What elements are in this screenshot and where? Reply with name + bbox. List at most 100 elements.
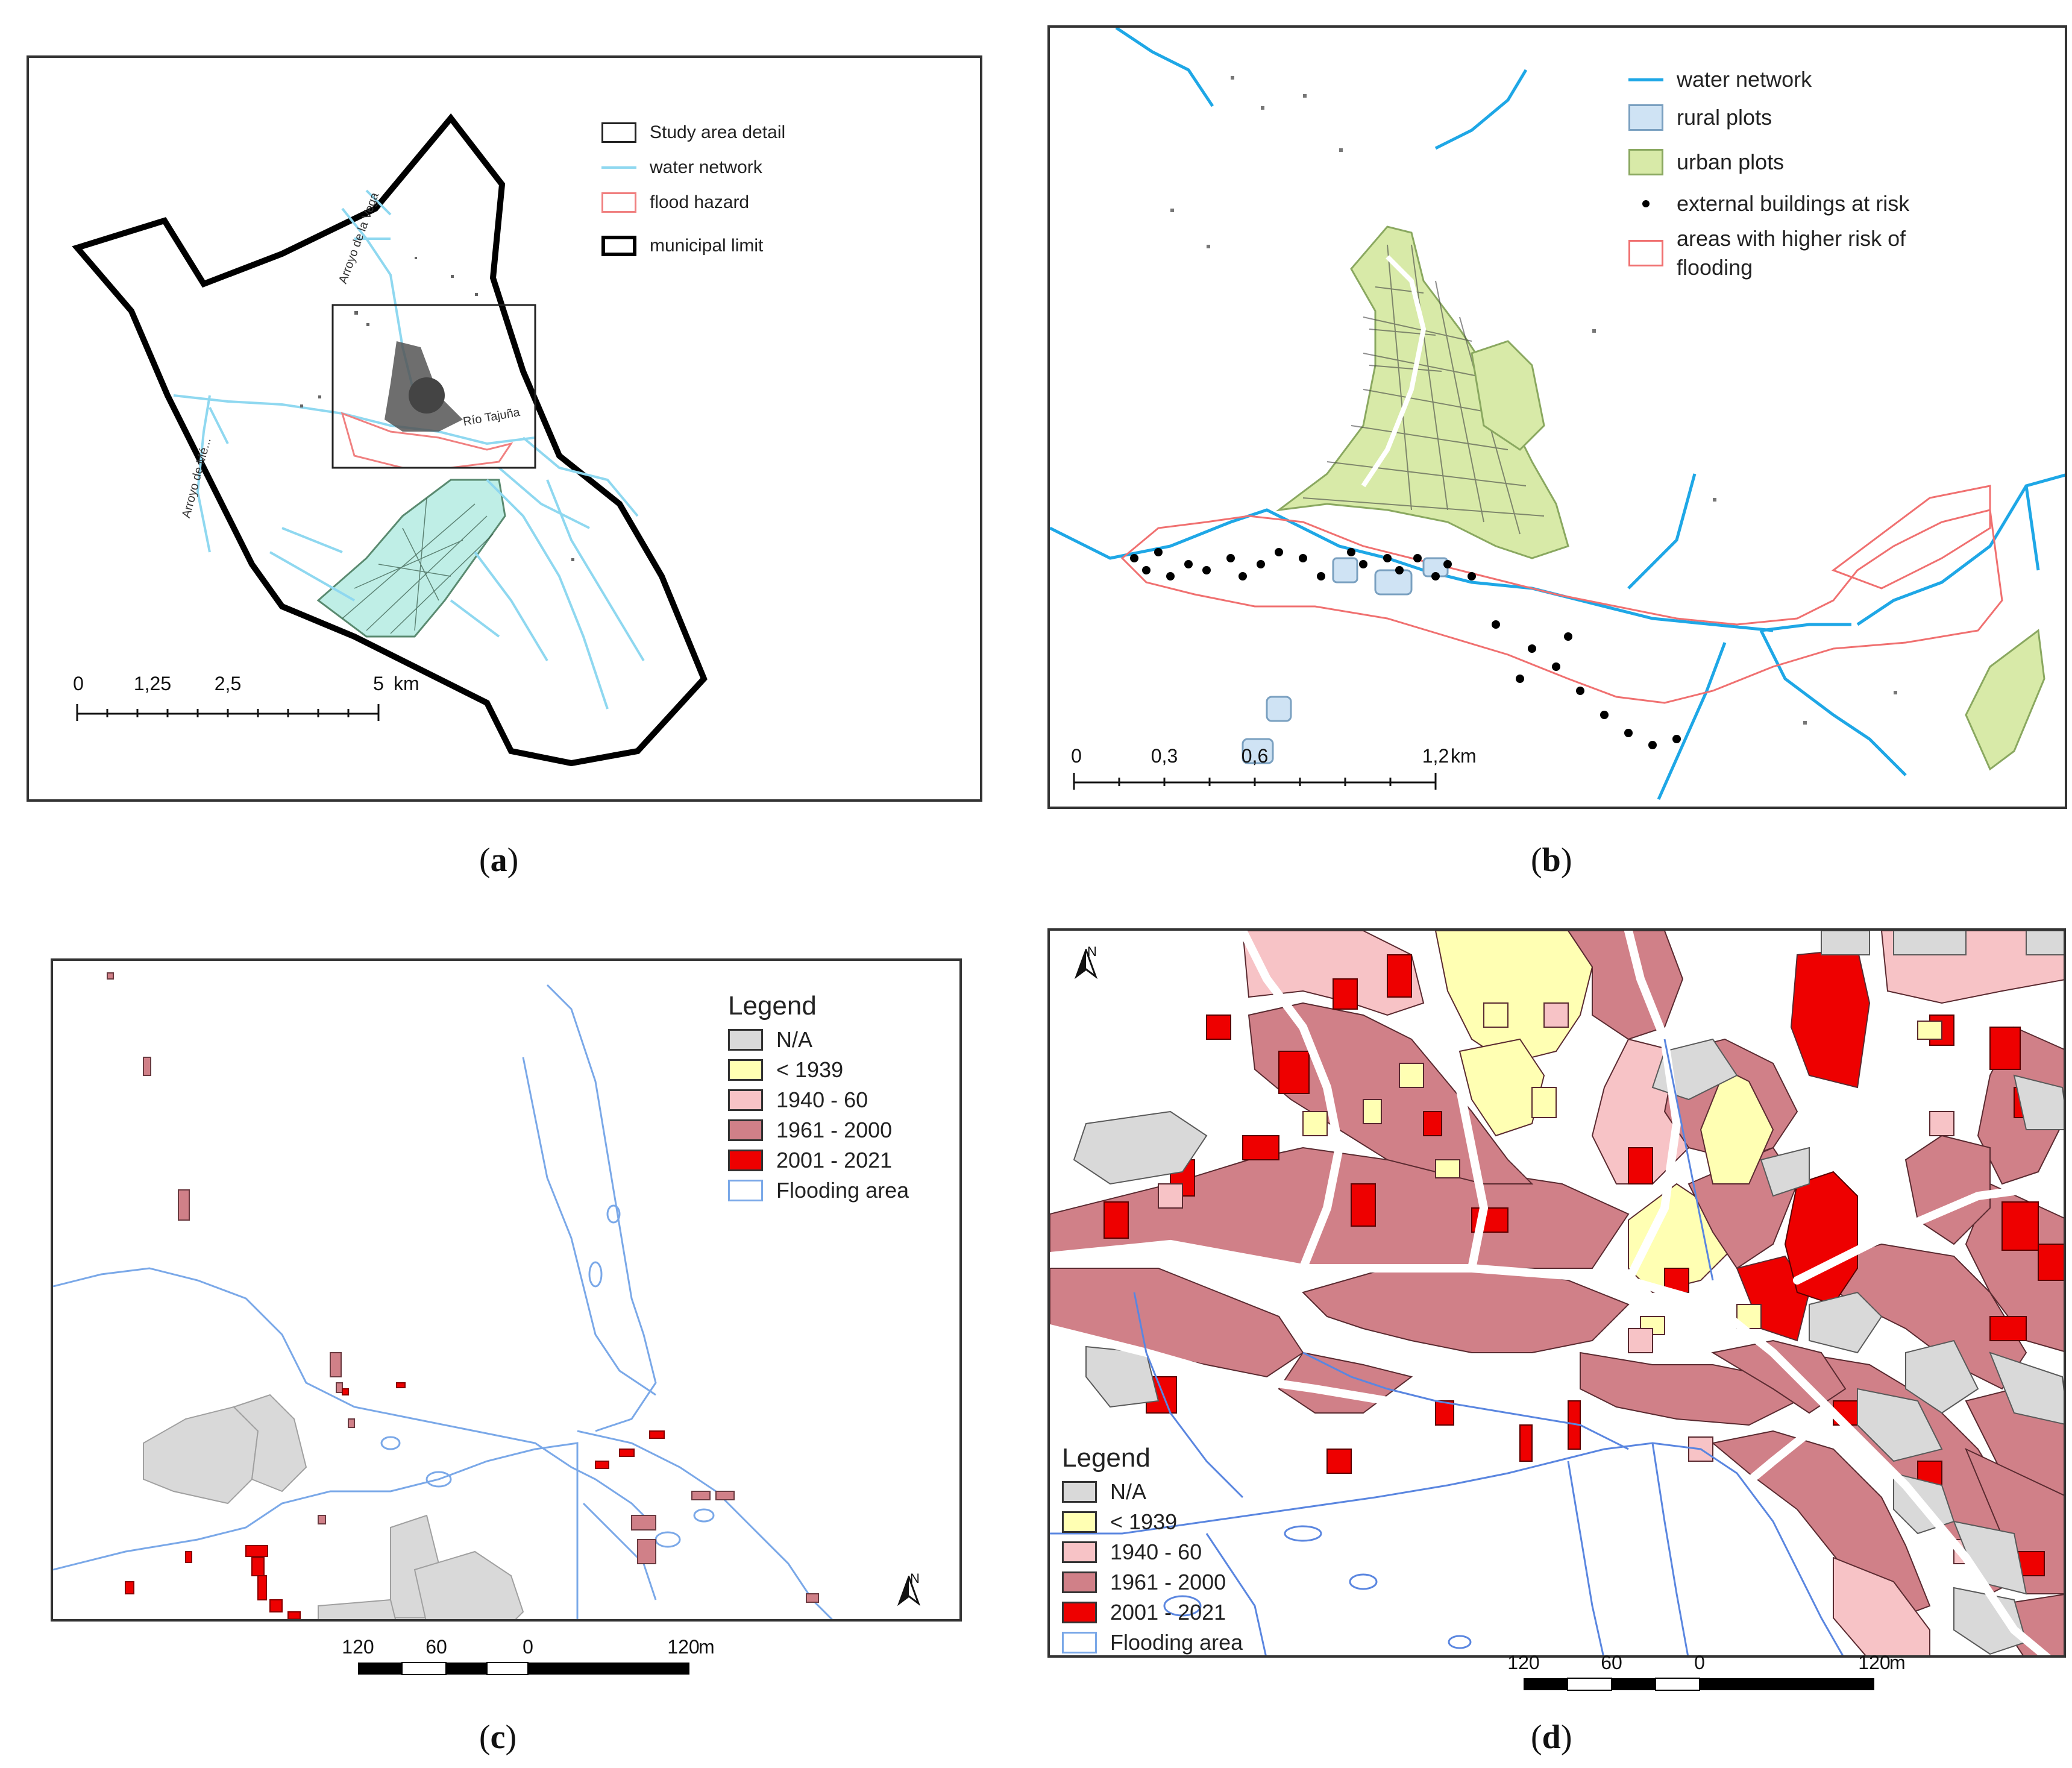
scale-tick-label: 120 bbox=[342, 1636, 374, 1658]
legend-swatch bbox=[728, 1150, 763, 1171]
panel-c-scale-bar bbox=[358, 1662, 689, 1675]
legend-label: municipal limit bbox=[650, 236, 764, 256]
legend-item: Study area detail bbox=[601, 115, 785, 150]
urban-plots-town bbox=[1275, 225, 1569, 559]
panel-a-map-graphic bbox=[72, 113, 708, 767]
legend-label: water network bbox=[650, 157, 762, 177]
scale-tick-label: 120 bbox=[1507, 1652, 1540, 1673]
panel-b-study-area-map: water network rural plots urban plots ex… bbox=[1047, 25, 2067, 809]
legend-item: 2001 - 2021 bbox=[728, 1145, 909, 1175]
legend-item: external buildings at risk bbox=[1628, 184, 1978, 223]
legend-swatch bbox=[728, 1180, 763, 1201]
panel-b-legend: water network rural plots urban plots ex… bbox=[1628, 64, 1978, 283]
scale-tick-label: 0 bbox=[1071, 745, 1082, 767]
legend-item: areas with higher risk of flooding bbox=[1628, 223, 1978, 283]
legend-item: municipal limit bbox=[601, 228, 785, 263]
legend-swatch bbox=[1062, 1481, 1097, 1503]
panel-c-legend: Legend N/A < 1939 1940 - 60 1961 - 2000 … bbox=[728, 991, 909, 1206]
legend-swatch bbox=[1628, 78, 1663, 81]
external-buildings-at-risk bbox=[1130, 548, 1681, 749]
panel-b-map-graphic bbox=[1050, 28, 2065, 801]
legend-swatch bbox=[601, 192, 636, 213]
legend-item: N/A bbox=[1062, 1477, 1243, 1507]
scale-tick-label: 1,2 bbox=[1422, 745, 1449, 767]
legend-swatch bbox=[601, 122, 636, 143]
legend-item: Flooding area bbox=[1062, 1628, 1243, 1655]
legend-swatch bbox=[601, 236, 636, 256]
legend-label: < 1939 bbox=[1110, 1509, 1178, 1534]
legend-label: Flooding area bbox=[776, 1178, 909, 1203]
legend-item: Flooding area bbox=[728, 1175, 909, 1206]
scale-tick-label: 2,5 bbox=[214, 673, 242, 694]
scale-unit: km bbox=[1451, 745, 1477, 767]
panel-a-scale-labels: 0 1,25 2,5 5 km bbox=[29, 673, 980, 697]
north-arrow-icon: N bbox=[897, 1571, 933, 1606]
scale-tick-label: 0,3 bbox=[1151, 745, 1178, 767]
legend-item: N/A bbox=[728, 1025, 909, 1055]
caption-letter: c bbox=[490, 1719, 506, 1756]
legend-label: 1940 - 60 bbox=[776, 1087, 868, 1112]
legend-label: 2001 - 2021 bbox=[1110, 1600, 1226, 1625]
municipal-limit-boundary bbox=[72, 113, 708, 767]
legend-swatch bbox=[1062, 1541, 1097, 1563]
legend-item: water network bbox=[1628, 64, 1978, 95]
caption-d: (d) bbox=[1531, 1719, 1572, 1756]
legend-swatch bbox=[1062, 1511, 1097, 1533]
scale-unit: m bbox=[699, 1636, 715, 1658]
legend-item: water network bbox=[601, 150, 785, 185]
panel-c-map-graphic bbox=[53, 972, 834, 1619]
legend-label: N/A bbox=[776, 1027, 813, 1052]
legend-label: 1940 - 60 bbox=[1110, 1540, 1202, 1564]
legend-label: Study area detail bbox=[650, 122, 786, 142]
legend-item: flood hazard bbox=[601, 185, 785, 220]
legend-label: urban plots bbox=[1677, 149, 1785, 174]
scale-unit: m bbox=[1889, 1652, 1906, 1673]
north-label: N bbox=[1087, 944, 1097, 959]
flood-hazard-area bbox=[341, 412, 513, 469]
panel-d-building-age-detail-map: N Legend N/A < 1939 1940 - 60 1961 - 200… bbox=[1047, 928, 2066, 1658]
legend-label: rural plots bbox=[1677, 105, 1772, 130]
legend-label: water network bbox=[1677, 67, 1812, 92]
panel-d-legend: Legend N/A < 1939 1940 - 60 1961 - 2000 … bbox=[1062, 1443, 1243, 1655]
legend-swatch bbox=[1628, 240, 1663, 266]
legend-label: areas with higher risk of flooding bbox=[1677, 226, 1906, 280]
caption-letter: b bbox=[1542, 842, 1561, 879]
legend-item: 2001 - 2021 bbox=[1062, 1597, 1243, 1628]
panel-a-scale-bar bbox=[76, 704, 380, 721]
legend-item: 1961 - 2000 bbox=[1062, 1567, 1243, 1597]
panel-d-scale: 120 60 0 120 m bbox=[1047, 1652, 2066, 1700]
dot-icon bbox=[1642, 200, 1650, 207]
urban-plots-east bbox=[1471, 340, 1545, 451]
scale-tick-label: 0 bbox=[73, 673, 84, 694]
legend-label: < 1939 bbox=[776, 1057, 844, 1082]
legend-swatch bbox=[1628, 149, 1663, 175]
caption-letter: d bbox=[1542, 1719, 1561, 1756]
legend-swatch bbox=[1062, 1602, 1097, 1623]
north-label: N bbox=[910, 1571, 920, 1586]
legend-label: N/A bbox=[1110, 1479, 1147, 1504]
study-area-detail-box bbox=[331, 304, 536, 469]
legend-label: 1961 - 2000 bbox=[1110, 1570, 1226, 1594]
legend-title: Legend bbox=[1062, 1443, 1151, 1473]
scale-unit: km bbox=[394, 673, 419, 694]
legend-swatch bbox=[728, 1119, 763, 1141]
panel-b-scale-labels: 0 0,3 0,6 1,2 km bbox=[1050, 745, 2065, 769]
scale-tick-label: 120 bbox=[1858, 1652, 1891, 1673]
legend-item: urban plots bbox=[1628, 140, 1978, 184]
legend-swatch bbox=[1062, 1632, 1097, 1653]
legend-item: rural plots bbox=[1628, 95, 1978, 140]
legend-swatch bbox=[1628, 104, 1663, 131]
flood-risk-outline bbox=[1120, 509, 2003, 704]
panel-d-scale-bar bbox=[1524, 1678, 1874, 1691]
legend-item: 1961 - 2000 bbox=[728, 1115, 909, 1145]
legend-label: 2001 - 2021 bbox=[776, 1148, 893, 1172]
panel-d-map-graphic bbox=[1050, 931, 2064, 1655]
legend-swatch bbox=[601, 166, 636, 169]
scale-tick-label: 60 bbox=[425, 1636, 447, 1658]
legend-swatch bbox=[1628, 193, 1663, 214]
legend-label: Flooding area bbox=[1110, 1630, 1243, 1655]
panel-c-building-age-map: Legend N/A < 1939 1940 - 60 1961 - 2000 … bbox=[51, 958, 962, 1622]
legend-item: < 1939 bbox=[1062, 1507, 1243, 1537]
caption-c: (c) bbox=[479, 1719, 517, 1756]
legend-label: 1961 - 2000 bbox=[776, 1118, 893, 1142]
